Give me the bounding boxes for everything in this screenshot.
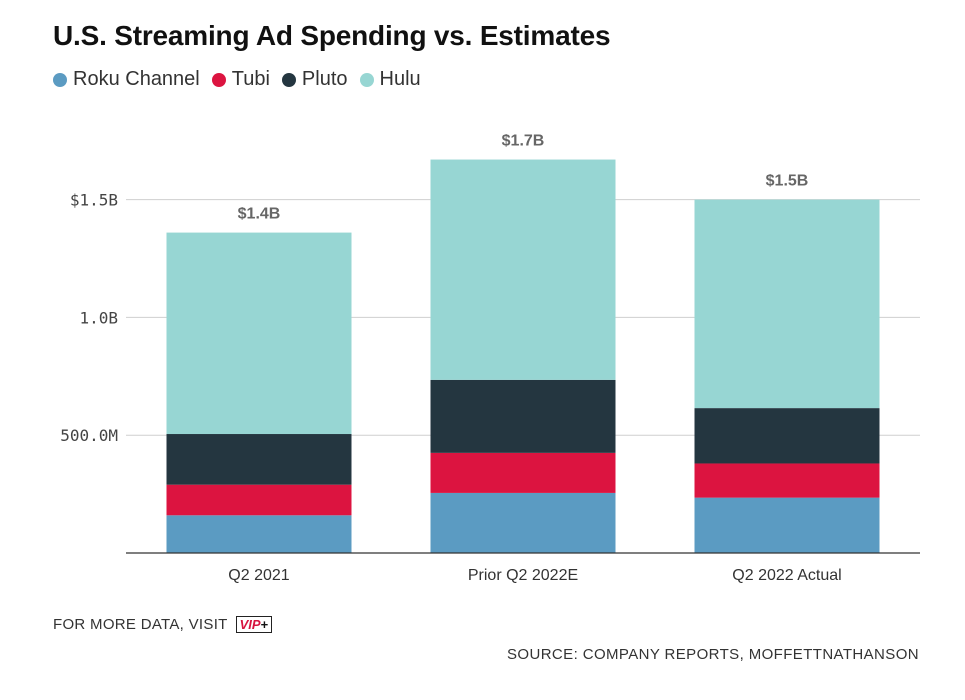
- bar-segment: [166, 484, 352, 516]
- legend-label-tubi: Tubi: [231, 68, 270, 90]
- legend-label-hulu: Hulu: [379, 68, 421, 90]
- y-tick-label: $1.5B: [70, 191, 118, 210]
- bar-segment: [694, 408, 880, 464]
- bar-segment: [430, 159, 616, 380]
- legend-label-roku: Roku Channel: [73, 68, 200, 90]
- bar-segment: [694, 497, 880, 553]
- x-tick-label: Q2 2022 Actual: [732, 567, 841, 584]
- bar-segment: [166, 232, 352, 435]
- legend-item-hulu: Hulu: [359, 68, 421, 91]
- bar-total-label: $1.4B: [238, 206, 281, 223]
- bar-segment: [430, 492, 616, 553]
- bar-segment: [430, 379, 616, 453]
- legend-item-tubi: Tubi: [211, 68, 270, 91]
- legend-item-pluto: Pluto: [281, 68, 348, 91]
- footer-more-data: FOR MORE DATA, VISIT VIP+: [53, 616, 273, 633]
- y-tick-label: 1.0B: [79, 308, 118, 327]
- legend-swatch-hulu: [359, 72, 374, 87]
- y-tick-label: 500.0M: [60, 426, 118, 445]
- legend-label-pluto: Pluto: [301, 68, 348, 90]
- x-tick-label: Prior Q2 2022E: [468, 567, 578, 584]
- chart-title: U.S. Streaming Ad Spending vs. Estimates: [53, 20, 611, 51]
- vip-plus-link[interactable]: VIP+: [235, 616, 273, 633]
- bar-total-label: $1.7B: [502, 133, 545, 150]
- source-note: SOURCE: COMPANY REPORTS, MOFFETTNATHANSO…: [507, 646, 919, 663]
- more-data-text: FOR MORE DATA, VISIT: [53, 616, 228, 633]
- bar-segment: [694, 199, 880, 409]
- bar-total-label: $1.5B: [766, 173, 809, 190]
- legend-swatch-tubi: [211, 72, 226, 87]
- chart-legend: Roku Channel Tubi Pluto Hulu: [53, 68, 433, 91]
- x-tick-label: Q2 2021: [228, 567, 289, 584]
- bar-segment: [694, 463, 880, 498]
- bar-segment: [166, 515, 352, 553]
- legend-item-roku: Roku Channel: [53, 68, 200, 91]
- legend-swatch-roku: [53, 72, 67, 87]
- legend-swatch-pluto: [281, 72, 296, 87]
- stacked-bar-chart: 500.0M 1.0B $1.5B $1.4B Q2 2021 $1.7B Prior Q2…: [60, 133, 920, 584]
- vip-plus-icon: +: [260, 617, 269, 632]
- bar-segment: [430, 452, 616, 493]
- vip-text: VIP: [239, 617, 261, 632]
- bar-segment: [166, 434, 352, 485]
